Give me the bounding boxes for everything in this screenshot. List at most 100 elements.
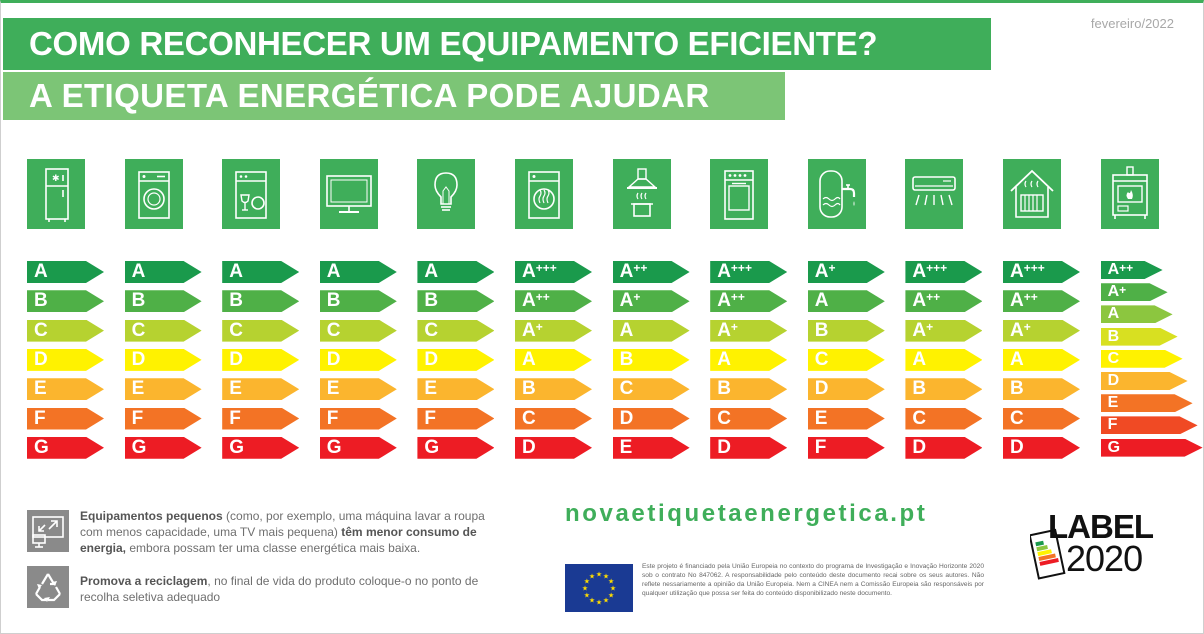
energy-class-plus: + bbox=[1023, 319, 1031, 334]
energy-class-letter: E bbox=[229, 378, 242, 400]
svg-text:★: ★ bbox=[610, 585, 616, 593]
energy-class-bar: A bbox=[319, 261, 397, 283]
energy-class-letter: D bbox=[619, 407, 634, 429]
energy-class-letter: A bbox=[814, 290, 829, 312]
energy-class-bar: D bbox=[710, 436, 788, 459]
energy-class-letter: G bbox=[131, 436, 147, 458]
energy-class-bar: F bbox=[1100, 416, 1198, 435]
small-devices-bold2: têm menor consumo de energia, bbox=[80, 525, 477, 555]
energy-class-bar: B bbox=[222, 290, 300, 313]
energy-class-letter: B bbox=[229, 290, 243, 312]
energy-class-bar: F bbox=[417, 407, 495, 430]
energy-class-letter: B bbox=[522, 378, 536, 400]
recycle-text: Promova a reciclagem, no final de vida d… bbox=[80, 573, 505, 605]
energy-class-bar: A bbox=[710, 348, 788, 371]
energy-class-letter: A bbox=[326, 261, 341, 282]
svg-text:★: ★ bbox=[584, 592, 590, 600]
energy-class-bar: A+++ bbox=[1003, 261, 1080, 283]
energy-class-bar: D bbox=[124, 348, 202, 371]
energy-class-letter: E bbox=[619, 436, 633, 458]
energy-class-bar: B bbox=[1003, 378, 1080, 401]
energy-class-letter: F bbox=[131, 407, 144, 429]
label2020-logo: LABEL 2020 bbox=[1030, 508, 1170, 584]
energy-class-plus: +++ bbox=[1023, 261, 1045, 275]
energy-class-plus: + bbox=[535, 319, 543, 334]
svg-text:★: ★ bbox=[589, 572, 595, 580]
small-devices-rest1: (como, por exemplo, uma máquina lavar a … bbox=[80, 509, 485, 539]
energy-class-bar: C bbox=[222, 319, 300, 342]
energy-class-bar: D bbox=[1003, 436, 1080, 459]
recycle-bold: Promova a reciclagem bbox=[80, 574, 208, 588]
energy-class-letter: D bbox=[131, 348, 146, 370]
energy-class-bar: B bbox=[515, 378, 592, 401]
logo-year: 2020 bbox=[1066, 538, 1143, 579]
energy-class-letter: B bbox=[717, 378, 731, 400]
svg-text:✱: ✱ bbox=[52, 174, 60, 184]
energy-class-letter: C bbox=[326, 319, 341, 341]
energy-class-letter: A bbox=[912, 319, 927, 341]
energy-class-letter: B bbox=[1107, 327, 1120, 345]
energy-class-letter: A bbox=[229, 261, 243, 282]
energy-class-letter: F bbox=[326, 407, 339, 429]
energy-class-letter: A bbox=[424, 261, 439, 282]
energy-class-letter: A bbox=[619, 261, 634, 282]
oven-icon bbox=[710, 159, 769, 229]
energy-class-letter: E bbox=[424, 378, 438, 400]
energy-class-bar: B bbox=[710, 378, 788, 401]
svg-text:★: ★ bbox=[608, 592, 614, 600]
energy-class-letter: E bbox=[131, 378, 145, 400]
svg-text:★: ★ bbox=[582, 585, 588, 593]
energy-class-letter: A bbox=[912, 261, 927, 282]
energy-class-letter: E bbox=[326, 378, 340, 400]
energy-class-bar: A+ bbox=[807, 261, 885, 283]
energy-class-letter: B bbox=[424, 290, 439, 312]
energy-class-letter: D bbox=[326, 348, 341, 370]
energy-class-letter: D bbox=[34, 348, 48, 370]
energy-class-letter: A bbox=[1010, 319, 1024, 341]
energy-class-bar: A bbox=[27, 261, 104, 283]
energy-class-bar: D bbox=[612, 407, 690, 430]
energy-class-letter: C bbox=[229, 319, 243, 341]
svg-text:★: ★ bbox=[589, 597, 595, 605]
energy-class-letter: A bbox=[619, 319, 634, 341]
energy-class-bar: A+ bbox=[1100, 283, 1168, 302]
energy-class-letter: A bbox=[522, 319, 536, 341]
energy-class-bar: A bbox=[807, 290, 885, 313]
tumble-dryer-icon bbox=[515, 159, 573, 229]
energy-class-bar: A++ bbox=[710, 290, 788, 313]
energy-class-bar: A+ bbox=[905, 319, 983, 342]
energy-class-letter: G bbox=[34, 436, 49, 458]
energy-class-bar: E bbox=[1100, 394, 1193, 413]
energy-class-bar: A++ bbox=[1100, 261, 1163, 279]
energy-class-bar: E bbox=[319, 378, 397, 401]
energy-class-bar: E bbox=[27, 378, 104, 401]
energy-class-bar: C bbox=[807, 348, 885, 371]
energy-class-bar: A++ bbox=[1003, 290, 1080, 313]
energy-class-bar: B bbox=[807, 319, 885, 342]
energy-class-letter: G bbox=[326, 436, 342, 458]
energy-class-letter: F bbox=[424, 407, 436, 429]
energy-class-letter: D bbox=[522, 436, 536, 458]
energy-class-bar: E bbox=[124, 378, 202, 401]
energy-class-bar: A bbox=[417, 261, 495, 283]
energy-class-bar: A++ bbox=[905, 290, 983, 313]
energy-class-bar: A+ bbox=[612, 290, 690, 313]
refrigerator-icon: ✱ bbox=[27, 159, 85, 229]
website-link[interactable]: novaetiquetaenergetica.pt bbox=[565, 500, 928, 527]
energy-class-letter: A bbox=[34, 261, 48, 282]
energy-class-letter: C bbox=[424, 319, 439, 341]
small-devices-text: Equipamentos pequenos (como, por exemplo… bbox=[80, 508, 505, 556]
energy-class-plus: ++ bbox=[926, 290, 941, 305]
energy-class-letter: A bbox=[1010, 290, 1024, 312]
energy-class-letter: A bbox=[717, 261, 731, 282]
energy-class-bar: D bbox=[417, 348, 495, 371]
energy-class-bar: E bbox=[222, 378, 300, 401]
energy-class-letter: D bbox=[1107, 372, 1120, 389]
svg-text:★: ★ bbox=[603, 597, 609, 605]
energy-class-plus: +++ bbox=[926, 261, 948, 275]
energy-class-bar: D bbox=[1100, 372, 1188, 390]
energy-class-bar: C bbox=[417, 319, 495, 342]
energy-class-plus: ++ bbox=[1119, 261, 1134, 275]
energy-class-bar: A bbox=[124, 261, 202, 283]
energy-class-letter: G bbox=[1107, 438, 1121, 456]
